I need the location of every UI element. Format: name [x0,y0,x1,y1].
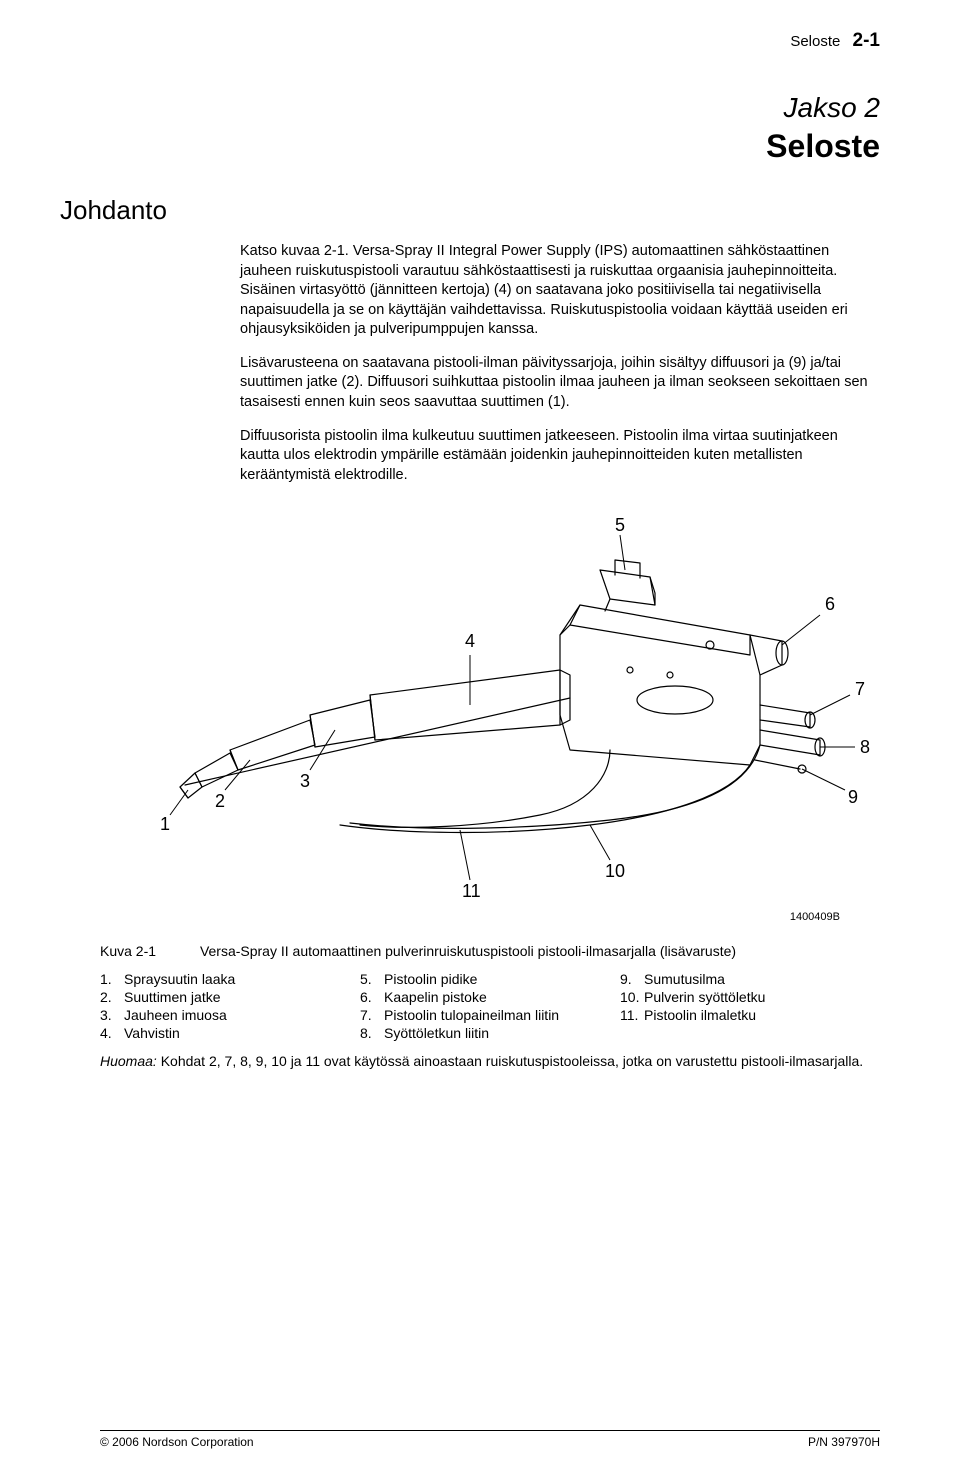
callout-9: 9 [848,787,858,807]
figure-label: Kuva 2-1 [100,943,156,959]
page: Seloste 2-1 Jakso 2 Seloste Johdanto Kat… [0,0,960,1469]
callout-4: 4 [465,631,475,651]
header-page-number: 2-1 [853,30,880,51]
spray-gun-diagram: 1 2 3 4 5 6 7 8 9 10 11 [110,515,870,905]
legend-item: 4.Vahvistin [100,1025,340,1041]
legend-item: 1.Spraysuutin laaka [100,971,340,987]
body-text: Katso kuvaa 2-1. Versa-Spray II Integral… [240,242,880,485]
callout-5: 5 [615,515,625,535]
callout-7: 7 [855,679,865,699]
legend-col: 1.Spraysuutin laaka 2.Suuttimen jatke 3.… [100,971,360,1043]
legend-col: 5.Pistoolin pidike 6.Kaapelin pistoke 7.… [360,971,620,1043]
callout-11: 11 [462,881,481,901]
note: Huomaa: Kohdat 2, 7, 8, 9, 10 ja 11 ovat… [100,1053,880,1069]
section-heading: Johdanto [60,195,880,226]
legend-col: 9.Sumutusilma 10.Pulverin syöttöletku 11… [620,971,880,1043]
note-text: Kohdat 2, 7, 8, 9, 10 ja 11 ovat käytöss… [161,1053,863,1069]
callout-6: 6 [825,594,835,614]
legend-item: 2.Suuttimen jatke [100,989,340,1005]
header-section: Seloste [790,33,840,50]
legend-item: 10.Pulverin syöttöletku [620,989,860,1005]
paragraph: Katso kuvaa 2-1. Versa-Spray II Integral… [240,242,880,340]
chapter-title: Seloste [100,128,880,165]
running-header: Seloste 2-1 [100,30,880,52]
legend-item: 8.Syöttöletkun liitin [360,1025,600,1041]
figure-caption: Kuva 2-1 Versa-Spray II automaattinen pu… [100,943,880,959]
callout-10: 10 [605,861,625,881]
callout-1: 1 [160,814,170,834]
paragraph: Diffuusorista pistoolin ilma kulkeutuu s… [240,427,880,486]
legend-item: 7.Pistoolin tulopaineilman liitin [360,1007,600,1023]
legend-item: 9.Sumutusilma [620,971,860,987]
figure-ref-number: 1400409B [100,911,840,923]
callout-3: 3 [300,771,310,791]
callout-2: 2 [215,791,225,811]
legend-item: 6.Kaapelin pistoke [360,989,600,1005]
chapter-label: Jakso 2 [100,92,880,124]
chapter-block: Jakso 2 Seloste [100,92,880,165]
legend-item: 5.Pistoolin pidike [360,971,600,987]
footer: © 2006 Nordson Corporation P/N 397970H [100,1430,880,1449]
legend-item: 3.Jauheen imuosa [100,1007,340,1023]
legend: 1.Spraysuutin laaka 2.Suuttimen jatke 3.… [100,971,880,1043]
figure: 1 2 3 4 5 6 7 8 9 10 11 1400409B [100,515,880,923]
footer-part-number: P/N 397970H [808,1435,880,1449]
legend-item: 11.Pistoolin ilmaletku [620,1007,860,1023]
note-label: Huomaa: [100,1053,157,1069]
callout-8: 8 [860,737,870,757]
paragraph: Lisävarusteena on saatavana pistooli-ilm… [240,354,880,413]
footer-copyright: © 2006 Nordson Corporation [100,1435,254,1449]
figure-caption-text: Versa-Spray II automaattinen pulverinrui… [200,943,736,959]
